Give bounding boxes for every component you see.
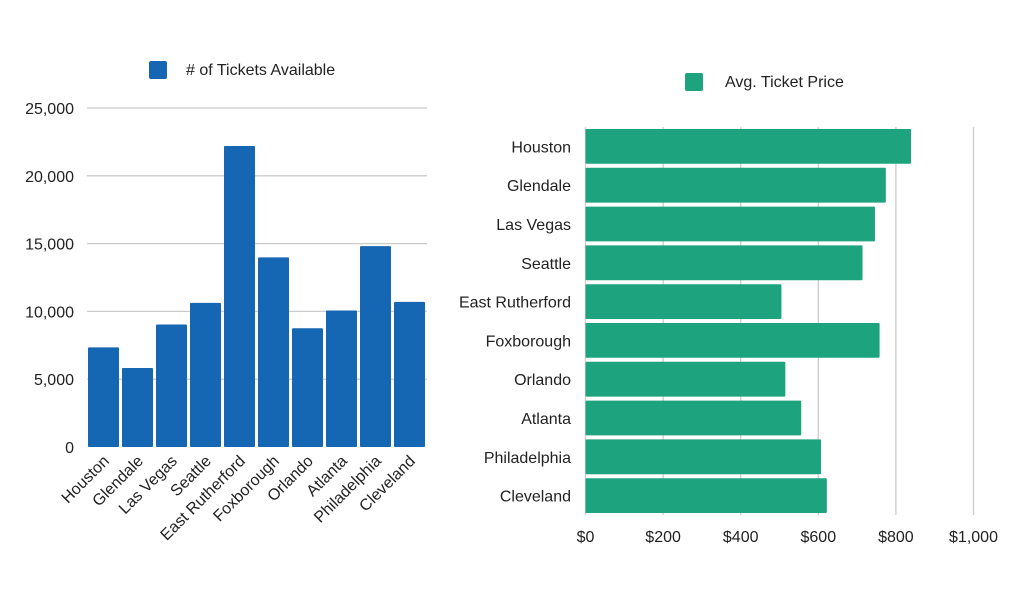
right-y-tick-label: Cleveland — [500, 489, 571, 506]
right-x-tick-label: $600 — [801, 529, 837, 546]
bar-price-houston — [585, 129, 912, 164]
bar-price-foxborough — [585, 323, 880, 358]
left-y-tick-label: 20,000 — [25, 169, 74, 186]
right-legend-swatch — [685, 73, 703, 91]
left-legend-swatch — [149, 61, 167, 79]
right-x-tick-label: $400 — [723, 529, 759, 546]
right-y-tick-label: Orlando — [514, 372, 571, 389]
right-x-tick-label: $1,000 — [949, 529, 998, 546]
bar-price-orlando — [585, 361, 786, 397]
left-y-tick-label: 15,000 — [25, 237, 74, 254]
bar-tickets-las-vegas — [156, 324, 187, 447]
left-bars — [88, 145, 425, 447]
right-y-tick-label: Atlanta — [521, 411, 571, 428]
left-y-tick-label: 25,000 — [25, 101, 74, 118]
bar-price-glendale — [585, 167, 886, 203]
right-y-tick-label: Houston — [511, 139, 571, 156]
bar-price-seattle — [585, 245, 863, 281]
right-x-axis-ticks: $0 $200 $400 $600 $800 $1,000 — [577, 529, 998, 546]
right-x-tick-label: $800 — [878, 529, 914, 546]
bar-price-atlanta — [585, 400, 802, 436]
right-y-tick-label: Las Vegas — [496, 217, 571, 234]
left-y-axis-ticks: 0 5,000 10,000 15,000 20,000 25,000 — [25, 101, 74, 457]
right-x-tick-label: $0 — [577, 529, 595, 546]
right-y-tick-label: Foxborough — [486, 333, 571, 350]
left-y-tick-label: 10,000 — [25, 304, 74, 321]
bar-tickets-houston — [88, 347, 119, 447]
right-legend: Avg. Ticket Price — [685, 73, 844, 91]
bar-price-las-vegas — [585, 206, 875, 242]
bar-tickets-orlando — [292, 328, 323, 447]
left-legend: # of Tickets Available — [149, 61, 335, 79]
right-bars — [585, 129, 912, 513]
right-y-tick-label: Glendale — [507, 178, 571, 195]
right-y-axis-labels: Houston Glendale Las Vegas Seattle East Ruth… — [459, 139, 571, 505]
bar-tickets-cleveland — [394, 301, 425, 447]
tickets-available-chart: # of Tickets Available 0 5,000 10,000 15,00… — [25, 61, 427, 544]
right-y-tick-label: East Rutherford — [459, 295, 571, 312]
bar-tickets-foxborough — [258, 257, 289, 447]
right-y-tick-label: Seattle — [521, 256, 571, 273]
avg-ticket-price-chart: Avg. Ticket Price Houston Glendale Las Veg… — [459, 73, 998, 546]
left-y-tick-label: 5,000 — [34, 372, 74, 389]
bar-tickets-seattle — [190, 302, 221, 447]
left-y-tick-label: 0 — [65, 440, 74, 457]
left-legend-label: # of Tickets Available — [186, 62, 335, 79]
bar-tickets-philadelphia — [360, 246, 391, 447]
right-y-tick-label: Philadelphia — [484, 450, 571, 467]
bar-tickets-atlanta — [326, 310, 357, 447]
bar-price-east-rutherford — [585, 284, 782, 319]
right-legend-label: Avg. Ticket Price — [725, 74, 844, 91]
bar-tickets-glendale — [122, 367, 153, 447]
bar-price-philadelphia — [585, 439, 822, 475]
bar-price-cleveland — [585, 478, 827, 513]
bar-tickets-east-rutherford — [224, 145, 255, 447]
right-x-tick-label: $200 — [645, 529, 681, 546]
